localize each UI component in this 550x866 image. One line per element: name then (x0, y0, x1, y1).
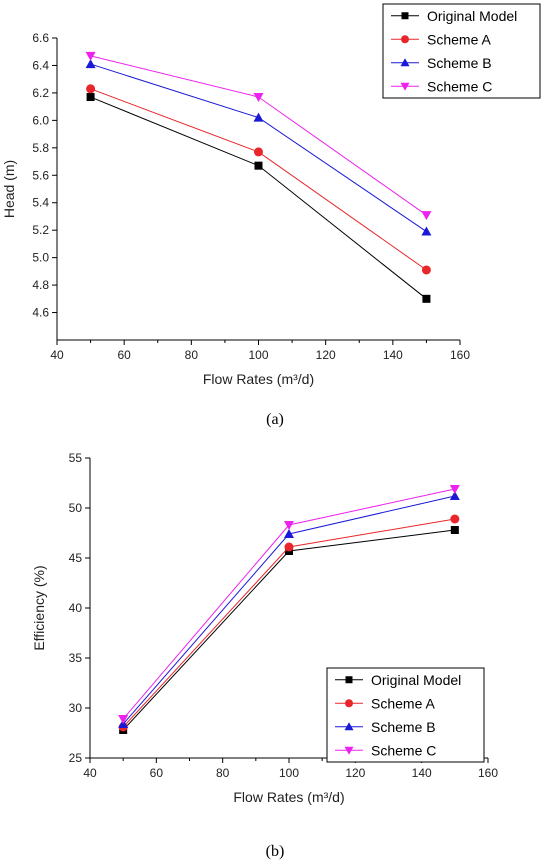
x-tick-label: 160 (478, 766, 498, 780)
y-tick-label: 45 (69, 551, 83, 565)
data-point (85, 51, 96, 61)
legend-marker (400, 58, 410, 67)
data-point (118, 719, 129, 728)
data-point (450, 526, 459, 534)
legend-box (382, 3, 541, 99)
legend-marker (401, 12, 409, 20)
x-tick-label: 100 (279, 766, 299, 780)
y-tick-label: 4.6 (32, 306, 49, 320)
legend-label: Scheme A (371, 695, 435, 711)
data-point (253, 112, 264, 122)
x-tick-label: 60 (117, 348, 131, 362)
series-line-1 (90, 88, 427, 271)
chart-b: 40 60 80 100 120 140 160 25 30 35 40 45 50 55 Flow Rat… (31, 451, 498, 860)
data-point (284, 529, 294, 538)
legend-label: Original Model (427, 8, 517, 24)
y-tick-label: 30 (69, 701, 83, 715)
data-point (421, 211, 432, 221)
series-line-2 (122, 495, 455, 725)
data-point (85, 59, 96, 69)
legend-marker (344, 722, 354, 731)
y-tick-label: 5.4 (32, 196, 49, 210)
legend: Original Model Scheme A Scheme B Scheme C (382, 3, 541, 99)
legend-label: Scheme C (371, 742, 436, 758)
data-point (422, 294, 431, 303)
series-line-3 (90, 55, 427, 216)
data-point (449, 491, 460, 500)
panel-label: (a) (266, 411, 284, 428)
x-tick-label: 140 (383, 348, 403, 362)
y-tick-label: 55 (69, 451, 83, 465)
data-point (253, 93, 264, 103)
y-tick-label: 6.4 (32, 58, 49, 72)
x-tick-label: 40 (83, 766, 97, 780)
x-tick-label: 100 (248, 348, 268, 362)
x-axis-label: Flow Rates (m³/d) (233, 789, 344, 805)
y-tick-label: 6.2 (32, 86, 49, 100)
legend-marker (400, 82, 410, 91)
data-point (421, 265, 431, 275)
data-point (284, 542, 294, 552)
legend-label: Scheme B (371, 719, 436, 735)
legend-label: Scheme B (427, 55, 492, 71)
x-axis-label: Flow Rates (m³/d) (203, 371, 314, 387)
data-point (254, 161, 263, 170)
y-tick-label: 5.2 (32, 223, 49, 237)
x-tick-label: 160 (450, 348, 470, 362)
data-point (119, 726, 128, 734)
legend-label: Scheme C (427, 78, 492, 94)
x-tick-label: 120 (345, 766, 365, 780)
legend-box (326, 667, 485, 763)
y-tick-label: 35 (69, 651, 83, 665)
chart-a: 40 60 80 100 120 140 160 4.6 4.8 5.0 5.2 5.4 5.6 5.8 6… (1, 3, 541, 428)
y-axis-label: Efficiency (%) (31, 565, 47, 650)
series-line-0 (90, 96, 427, 300)
x-tick-label: 80 (216, 766, 230, 780)
data-point (450, 514, 460, 524)
x-tick-label: 80 (185, 348, 199, 362)
data-point (285, 547, 293, 555)
x-tick-label: 140 (412, 766, 432, 780)
data-point (421, 226, 432, 236)
y-tick-label: 40 (69, 601, 83, 615)
y-tick-label: 4.8 (32, 278, 49, 292)
legend-marker (345, 676, 353, 684)
legend-marker (344, 746, 354, 755)
panel-label: (b) (266, 843, 285, 860)
series-line-0 (122, 529, 455, 731)
y-axis-label: Head (m) (1, 160, 17, 218)
x-tick-label: 60 (150, 766, 164, 780)
data-point (284, 521, 294, 530)
y-tick-label: 50 (69, 501, 83, 515)
data-point (449, 485, 460, 494)
series-line-2 (90, 63, 427, 232)
data-point (118, 722, 128, 732)
legend-marker (345, 699, 353, 708)
series-line-1 (122, 518, 455, 728)
y-tick-label: 5.6 (32, 168, 49, 182)
legend-label: Scheme A (427, 31, 491, 47)
data-point (118, 715, 129, 724)
y-tick-label: 6.6 (32, 31, 49, 45)
y-tick-label: 5.8 (32, 141, 49, 155)
y-tick-label: 5.0 (32, 251, 49, 265)
legend: Original Model Scheme A Scheme B Scheme C (326, 667, 485, 763)
x-tick-label: 120 (316, 348, 336, 362)
data-point (86, 93, 95, 102)
series-line-3 (122, 488, 455, 720)
data-point (254, 147, 263, 157)
y-tick-label: 6.0 (32, 113, 49, 127)
data-point (86, 84, 96, 94)
legend-marker (401, 35, 409, 44)
x-tick-label: 40 (50, 348, 64, 362)
legend-label: Original Model (371, 672, 461, 688)
y-tick-label: 25 (69, 751, 83, 765)
